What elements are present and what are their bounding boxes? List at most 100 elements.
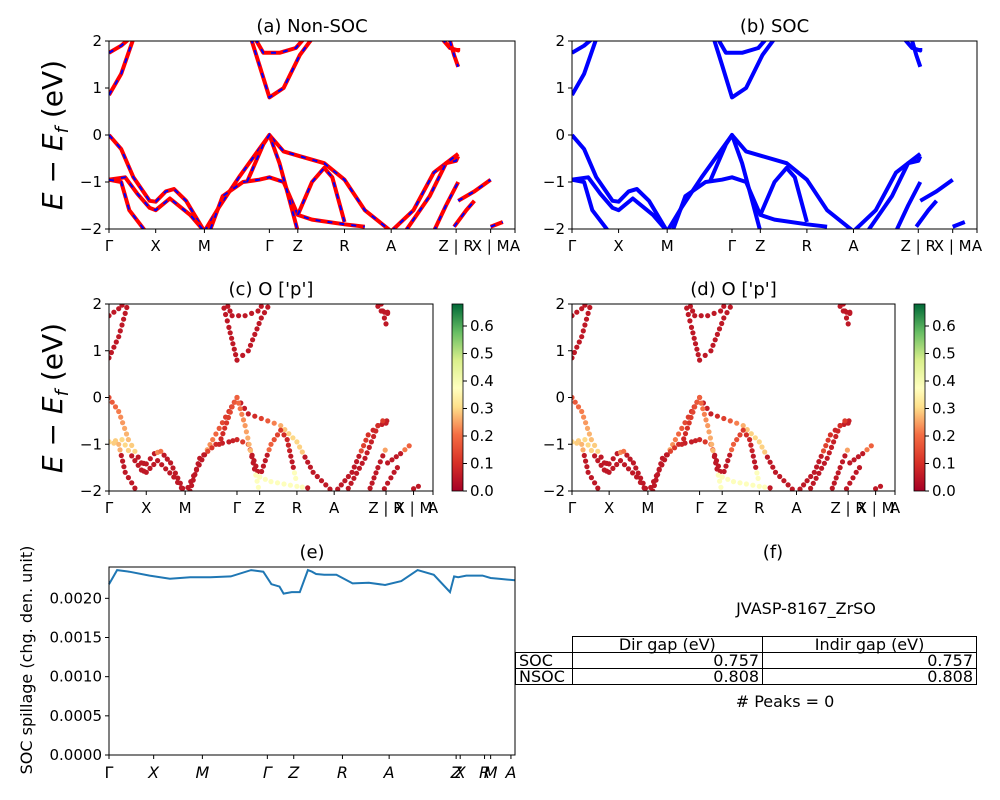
projection-dot <box>856 465 863 471</box>
projection-dot <box>688 439 695 445</box>
projection-dot <box>218 436 224 442</box>
projection-dot <box>278 427 284 433</box>
projection-dot <box>710 447 716 454</box>
projection-dot <box>634 474 640 480</box>
y-tick-label: −2 <box>543 220 565 238</box>
projection-dot <box>718 484 724 490</box>
projection-dot <box>717 478 723 484</box>
projection-dot <box>119 437 125 443</box>
projection-dot <box>258 415 264 422</box>
projection-dot <box>356 465 362 471</box>
y-tick-label: 2 <box>555 32 565 50</box>
projection-dot <box>598 454 604 460</box>
projection-dot <box>209 445 215 451</box>
x-tick-label: Γ <box>568 237 577 255</box>
projection-dot <box>109 394 112 401</box>
projection-dot <box>245 435 251 441</box>
projection-dot <box>109 313 112 319</box>
band-line-soc <box>712 41 776 100</box>
plot-frame <box>108 566 516 756</box>
projection-dot <box>256 320 262 327</box>
projection-dot <box>249 310 255 316</box>
projection-dot <box>351 464 357 470</box>
x-tick-label: M <box>661 237 674 255</box>
projection-dot <box>252 331 258 337</box>
x-tick-label: A <box>848 237 859 255</box>
projection-dot <box>572 439 575 445</box>
projection-dot <box>123 431 130 437</box>
projection-dot <box>345 473 351 480</box>
band-line-soc-overlay <box>246 132 299 229</box>
colorbar-tick-label: 0.4 <box>470 372 494 390</box>
projection-dot <box>335 486 341 491</box>
x-tick-label: Z <box>717 499 727 517</box>
projection-dot <box>243 429 249 435</box>
x-tick-label: X <box>151 237 161 255</box>
band-line-soc <box>572 175 668 229</box>
projection-dot <box>380 308 386 314</box>
projection-dot <box>653 477 659 483</box>
projection-dot <box>237 406 243 412</box>
projection-dots <box>572 304 884 491</box>
projection-dot <box>132 485 138 491</box>
y-tick-label: −2 <box>543 482 565 500</box>
y-tick-label: −1 <box>80 435 102 453</box>
projection-dot <box>743 432 750 438</box>
projection-dot <box>818 453 824 459</box>
projection-dot <box>719 474 725 480</box>
panel-f-title: (f) <box>763 542 783 563</box>
projection-dot <box>688 324 695 330</box>
projection-dot <box>265 418 271 424</box>
y-tick-label: −1 <box>80 173 102 191</box>
projection-dot <box>380 453 386 459</box>
projection-dot <box>122 310 128 316</box>
projection-dot <box>305 459 311 465</box>
projection-dot <box>255 484 261 490</box>
y-tick-label: 1 <box>555 342 565 360</box>
projection-dot <box>847 309 853 315</box>
projection-dot <box>705 423 711 429</box>
x-tick-label: X <box>613 237 623 255</box>
nsoc-dir-gap: 0.808 <box>571 668 764 685</box>
band-line-soc <box>716 41 768 55</box>
projection-dot <box>823 443 829 449</box>
panel-title: (d) O ['p'] <box>690 279 776 300</box>
projection-dot <box>588 437 595 443</box>
projection-dot <box>314 473 320 480</box>
projection-dot <box>278 423 284 429</box>
projection-dot <box>229 404 235 410</box>
projection-dot <box>299 484 305 490</box>
projection-dot <box>638 475 644 481</box>
projection-dot <box>749 448 755 454</box>
band-line-soc <box>671 175 828 229</box>
projection-dot <box>367 485 373 491</box>
x-tick-label: M <box>195 763 209 782</box>
projection-dot <box>598 462 604 468</box>
y-tick-label: 0.0005 <box>50 707 103 725</box>
projection-dot <box>579 334 585 340</box>
projection-dot <box>840 304 846 307</box>
projection-dot <box>225 414 231 421</box>
indir-gap-header: Indir gap (eV) <box>762 636 977 653</box>
x-tick-label: X <box>147 763 160 782</box>
projection-dot <box>119 304 125 308</box>
projection-dot <box>383 321 389 327</box>
y-tick-label: −2 <box>80 482 102 500</box>
projection-dot <box>281 432 287 438</box>
projection-dot <box>257 474 263 480</box>
projection-dot <box>119 322 125 328</box>
projection-dot <box>583 458 589 464</box>
colorbar <box>451 303 464 492</box>
projection-dot <box>258 315 264 321</box>
projection-dot <box>579 441 585 447</box>
projection-dot <box>734 420 740 426</box>
projection-dot <box>843 315 850 321</box>
projection-dot <box>240 352 246 358</box>
projection-dot <box>227 308 233 314</box>
projection-dot <box>250 337 256 343</box>
projection-dot <box>659 455 666 461</box>
projection-dot <box>236 400 242 406</box>
projection-dot <box>249 454 255 460</box>
projection-dot <box>305 485 311 491</box>
